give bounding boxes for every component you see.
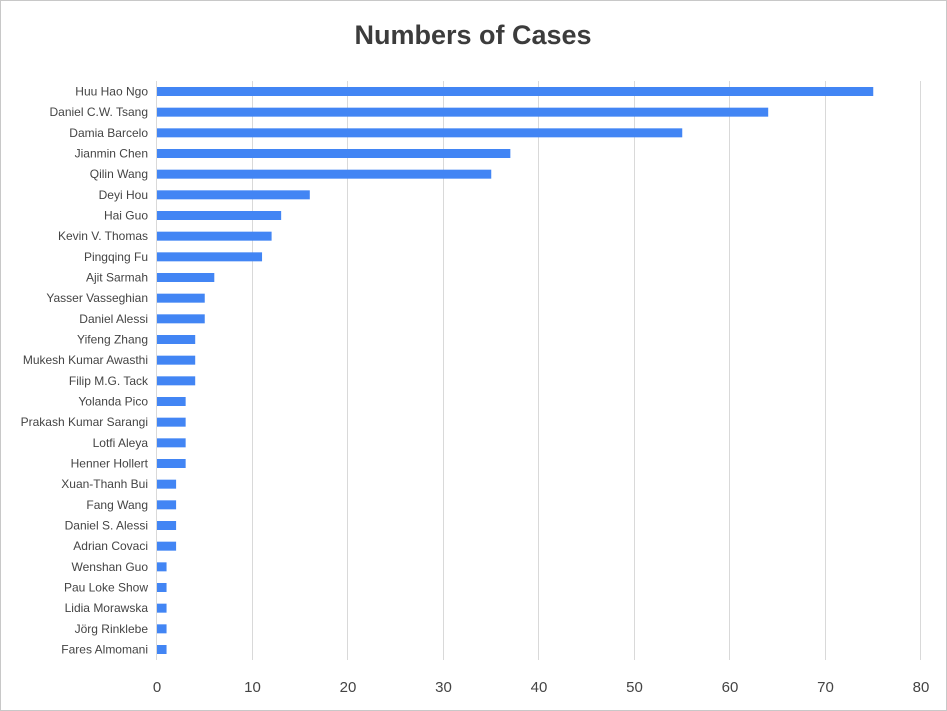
y-tick-label: Wenshan Guo xyxy=(72,560,149,574)
y-tick-label: Huu Hao Ngo xyxy=(75,85,148,99)
bar xyxy=(157,87,874,96)
gridlines xyxy=(156,81,921,660)
x-tick-label: 70 xyxy=(817,679,834,696)
y-tick-label: Adrian Covaci xyxy=(73,539,148,553)
bar xyxy=(157,417,186,427)
bar xyxy=(157,376,196,386)
y-tick-label: Fares Almomani xyxy=(61,643,148,657)
bar xyxy=(157,273,215,282)
bar xyxy=(157,128,683,138)
bar xyxy=(157,583,167,592)
bar xyxy=(157,252,263,262)
x-tick-label: 30 xyxy=(435,679,452,696)
y-tick-label: Yasser Vasseghian xyxy=(46,291,148,305)
y-tick-label: Daniel Alessi xyxy=(79,312,148,326)
bar xyxy=(157,562,167,572)
y-tick-label: Ajit Sarmah xyxy=(86,271,148,285)
y-tick-label: Lidia Morawska xyxy=(65,601,149,615)
y-tick-label: Mukesh Kumar Awasthi xyxy=(23,353,148,367)
x-tick-label: 10 xyxy=(244,679,261,696)
bar xyxy=(157,293,205,303)
bar xyxy=(157,190,310,200)
bar xyxy=(157,645,167,654)
x-tick-label: 0 xyxy=(153,679,161,696)
y-tick-label: Pingqing Fu xyxy=(84,250,148,264)
y-tick-labels: Huu Hao Ngo Daniel C.W. Tsang Damia Barcel… xyxy=(21,85,149,657)
bar xyxy=(157,314,205,324)
bar xyxy=(157,231,272,241)
y-tick-label: Jörg Rinklebe xyxy=(75,622,149,636)
x-tick-label: 60 xyxy=(722,679,739,696)
y-tick-label: Pau Loke Show xyxy=(64,581,148,595)
y-tick-label: Damia Barcelo xyxy=(69,126,148,140)
y-tick-label: Qilin Wang xyxy=(90,167,148,181)
y-tick-label: Fang Wang xyxy=(86,498,148,512)
y-tick-label: Yifeng Zhang xyxy=(77,333,148,347)
bar xyxy=(157,355,196,365)
y-tick-label: Xuan-Thanh Bui xyxy=(61,477,148,491)
chart-title: Numbers of Cases xyxy=(354,20,591,50)
y-tick-label: Henner Hollert xyxy=(71,457,149,471)
y-tick-label: Kevin V. Thomas xyxy=(58,229,148,243)
y-tick-label: Lotfi Aleya xyxy=(93,436,149,450)
y-tick-label: Yolanda Pico xyxy=(78,395,148,409)
y-tick-label: Hai Guo xyxy=(104,209,148,223)
y-tick-label: Filip M.G. Tack xyxy=(69,374,149,388)
bars xyxy=(157,87,874,654)
bar xyxy=(157,541,177,551)
y-tick-label: Daniel S. Alessi xyxy=(65,519,148,533)
y-tick-label: Prakash Kumar Sarangi xyxy=(21,415,148,429)
bar xyxy=(157,500,177,510)
bar xyxy=(157,107,769,117)
bar xyxy=(157,624,167,634)
x-tick-label: 40 xyxy=(531,679,548,696)
x-tick-labels: 0 10 20 30 40 50 60 70 80 xyxy=(153,679,930,696)
bar xyxy=(157,211,282,220)
bar xyxy=(157,603,167,613)
bar xyxy=(157,335,196,344)
x-tick-label: 80 xyxy=(913,679,930,696)
bar xyxy=(157,149,511,158)
x-tick-label: 20 xyxy=(340,679,357,696)
bar xyxy=(157,521,177,530)
bar xyxy=(157,438,186,448)
y-tick-label: Jianmin Chen xyxy=(75,147,148,161)
bar xyxy=(157,459,186,468)
x-tick-label: 50 xyxy=(626,679,643,696)
y-tick-label: Daniel C.W. Tsang xyxy=(50,105,149,119)
bar xyxy=(157,479,177,489)
bar xyxy=(157,169,492,179)
bar xyxy=(157,397,186,406)
y-tick-label: Deyi Hou xyxy=(99,188,148,202)
